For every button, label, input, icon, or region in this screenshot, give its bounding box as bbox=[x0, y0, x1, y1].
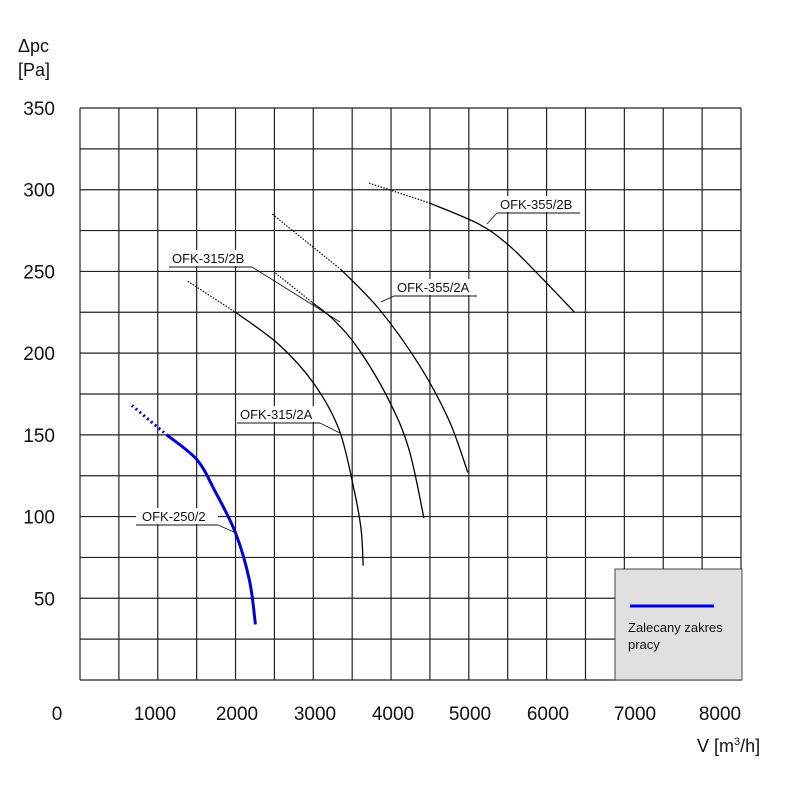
series-label: OFK-315/2B bbox=[172, 251, 244, 266]
x-tick-label: 2000 bbox=[216, 704, 258, 725]
series-dotted-ofk-250-2 bbox=[130, 404, 168, 437]
x-axis-label: V [m3/h] bbox=[697, 736, 760, 756]
label-leader bbox=[217, 524, 237, 534]
x-tick-label: 6000 bbox=[527, 704, 569, 725]
series-dotted-ofk-355-2b bbox=[368, 182, 430, 204]
legend: Zalecany zakres pracy bbox=[614, 568, 743, 681]
tick-labels: 0 1000 2000 3000 4000 5000 6000 7000 8000 50 100 15… bbox=[23, 99, 741, 725]
series-line-ofk-315-2b bbox=[311, 301, 425, 519]
series-label: OFK-315/2A bbox=[240, 407, 313, 422]
x-tick-label: 1000 bbox=[134, 704, 176, 725]
series-line-ofk-250-2 bbox=[165, 433, 257, 625]
y-tick-label: 350 bbox=[23, 99, 55, 120]
x-tick-label: 0 bbox=[52, 704, 63, 725]
series-line-ofk-355-2a bbox=[340, 269, 469, 473]
y-tick-label: 250 bbox=[23, 262, 55, 283]
label-background bbox=[237, 406, 320, 422]
x-tick-label: 3000 bbox=[294, 704, 336, 725]
series-label: OFK-355/2A bbox=[397, 280, 470, 295]
series-labels: OFK-250/2 OFK-315/2A OFK-315/2B OFK-355/2A O… bbox=[136, 196, 580, 534]
series-dotted-ofk-315-2a bbox=[187, 280, 236, 313]
label-leader bbox=[251, 266, 341, 323]
series-label: OFK-355/2B bbox=[500, 197, 572, 212]
series-dotted-ofk-315-2b bbox=[275, 272, 313, 303]
series-line-ofk-315-2a bbox=[235, 311, 364, 566]
series-label: OFK-250/2 bbox=[142, 509, 206, 524]
series-dotted-ofk-355-2a bbox=[272, 213, 342, 271]
y-tick-label: 150 bbox=[23, 426, 55, 447]
label-background bbox=[169, 250, 252, 266]
x-tick-label: 8000 bbox=[699, 704, 741, 725]
x-tick-label: 7000 bbox=[614, 704, 656, 725]
legend-box bbox=[614, 568, 743, 681]
label-leader bbox=[319, 422, 341, 434]
x-tick-label: 4000 bbox=[372, 704, 414, 725]
legend-label-line1: Zalecany zakres bbox=[628, 620, 723, 635]
label-leader bbox=[486, 212, 498, 225]
y-axis-label-line2: [Pa] bbox=[18, 60, 50, 80]
legend-label-line2: pracy bbox=[628, 637, 660, 652]
label-background bbox=[136, 508, 218, 524]
y-axis-label-line1: Δpc bbox=[18, 36, 49, 56]
y-tick-label: 50 bbox=[34, 589, 55, 610]
x-tick-label: 5000 bbox=[449, 704, 491, 725]
y-tick-label: 300 bbox=[23, 181, 55, 202]
label-background bbox=[497, 196, 580, 212]
curves bbox=[130, 182, 575, 625]
y-tick-label: 200 bbox=[23, 344, 55, 365]
label-leader bbox=[380, 295, 395, 303]
y-tick-label: 100 bbox=[23, 508, 55, 529]
series-line-ofk-355-2b bbox=[428, 202, 575, 313]
label-background bbox=[394, 279, 477, 295]
